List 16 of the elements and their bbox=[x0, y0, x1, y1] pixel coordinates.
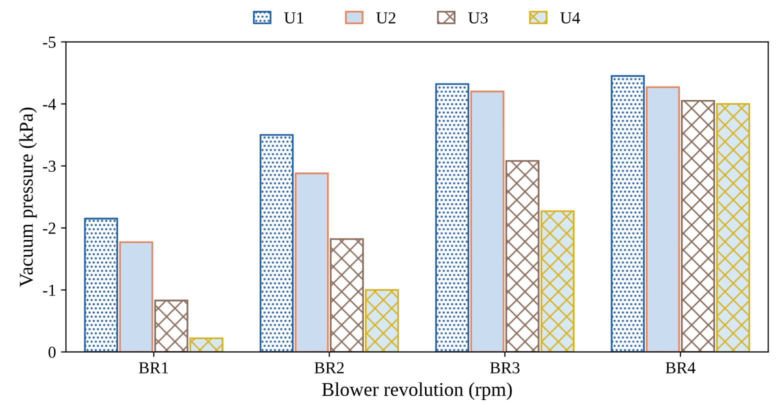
legend-label: U4 bbox=[560, 12, 580, 24]
y-tick-label: -5 bbox=[42, 36, 56, 48]
x-tick-label: BR1 bbox=[138, 362, 168, 374]
legend-label: U1 bbox=[284, 12, 304, 24]
x-tick-label: BR2 bbox=[314, 362, 344, 374]
x-tick-label: BR3 bbox=[490, 362, 520, 374]
y-axis-title: Vacuum pressure (kPa) bbox=[19, 108, 37, 287]
y-tick-label: 0 bbox=[48, 346, 56, 358]
legend-label: U2 bbox=[376, 12, 396, 24]
x-axis-title: Blower revolution (rpm) bbox=[322, 382, 512, 400]
y-tick-label: -3 bbox=[42, 160, 56, 172]
legend-label: U3 bbox=[468, 12, 488, 24]
y-tick-label: -4 bbox=[42, 98, 56, 110]
y-tick-label: -2 bbox=[42, 222, 56, 234]
x-tick-label: BR4 bbox=[666, 362, 696, 374]
y-tick-label: -1 bbox=[42, 284, 56, 296]
